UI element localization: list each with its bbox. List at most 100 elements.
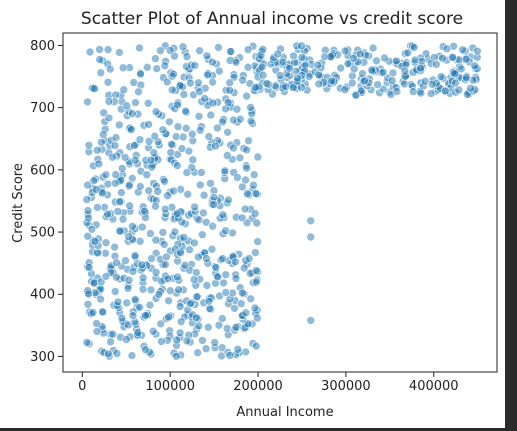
scatter-point: [127, 351, 137, 360]
x-axis-label: Annual Income: [236, 405, 333, 420]
scatter-point: [225, 351, 235, 360]
scatter-point: [410, 55, 420, 65]
scatter-point: [440, 86, 450, 96]
scatter-point: [117, 188, 126, 197]
scatter-point: [426, 89, 436, 98]
scatter-point: [162, 252, 171, 262]
scatter-point: [90, 237, 100, 246]
scatter-point: [241, 308, 251, 318]
scatter-point: [190, 202, 199, 212]
scatter-point: [84, 289, 93, 299]
scatter-point: [288, 83, 298, 92]
scatter-point: [198, 336, 207, 345]
scatter-point: [172, 209, 182, 218]
scatter-point: [206, 179, 215, 188]
scatter-point: [89, 278, 99, 288]
scatter-point: [108, 152, 117, 162]
scatter-point: [169, 186, 178, 196]
scatter-point: [87, 225, 97, 234]
scatter-point: [151, 54, 160, 63]
scatter-point: [336, 63, 346, 73]
scatter-point: [408, 87, 418, 96]
scatter-point: [306, 316, 316, 325]
scatter-point: [204, 132, 214, 141]
scatter-point: [103, 209, 112, 219]
scatter-point: [378, 68, 388, 77]
scatter-point: [92, 327, 102, 336]
scatter-point: [249, 180, 258, 190]
scatter-point: [84, 263, 94, 272]
scatter-point: [231, 257, 240, 267]
scatter-point: [237, 213, 247, 223]
scatter-point: [142, 170, 152, 179]
y-tick-label: 300: [30, 350, 55, 365]
scatter-point: [238, 182, 247, 192]
y-axis-label: Credit Score: [11, 163, 26, 243]
scatter-point: [358, 69, 367, 78]
scatter-point: [93, 203, 102, 212]
scatter-point: [242, 145, 251, 155]
scatter-point: [194, 78, 203, 88]
scatter-point: [241, 175, 250, 185]
scatter-point: [378, 84, 388, 94]
scatter-point: [95, 55, 104, 64]
scatter-point: [246, 116, 256, 126]
scatter-point: [156, 46, 165, 55]
y-tick-label: 800: [30, 39, 55, 54]
scatter-point: [173, 272, 182, 282]
scatter-point: [258, 45, 268, 54]
scatter-point: [133, 328, 143, 337]
scatter-point: [106, 337, 115, 347]
scatter-point: [152, 64, 162, 73]
scatter-point: [273, 49, 283, 59]
scatter-point: [178, 132, 188, 142]
scatter-point: [349, 64, 359, 74]
scatter-point: [130, 295, 140, 304]
scatter-point: [82, 195, 92, 204]
scatter-point: [179, 90, 189, 99]
scatter-point: [372, 56, 381, 66]
scatter-point: [297, 52, 307, 62]
scatter-point: [208, 221, 217, 231]
scatter-point: [194, 321, 204, 331]
scatter-point: [368, 43, 378, 53]
scatter-point: [138, 284, 148, 294]
scatter-point: [172, 351, 181, 361]
scatter-point: [124, 232, 133, 241]
scatter-point: [96, 68, 106, 78]
scatter-point: [143, 99, 153, 108]
scatter-point: [262, 79, 272, 88]
scatter-point: [231, 323, 241, 332]
scatter-point: [165, 286, 175, 296]
scatter-point: [203, 70, 212, 80]
scatter-point: [103, 179, 113, 189]
scatter-point: [416, 63, 425, 73]
scatter-point: [154, 289, 164, 299]
scatter-point: [113, 207, 122, 216]
scatter-point: [176, 248, 185, 258]
scatter-point: [194, 252, 203, 262]
scatter-point: [251, 266, 261, 275]
scatter-point: [450, 69, 460, 79]
scatter-point: [105, 64, 115, 74]
scatter-point: [209, 193, 219, 202]
scatter-point: [130, 141, 139, 150]
scatter-point: [194, 215, 204, 225]
scatter-point: [160, 61, 170, 70]
scatter-point: [197, 168, 206, 177]
scatter-point: [206, 110, 216, 120]
scatter-point: [231, 57, 241, 67]
scatter-point: [135, 43, 144, 53]
scatter-point: [130, 251, 140, 260]
scatter-point: [135, 135, 145, 144]
window-edge-bottom: [0, 428, 517, 431]
scatter-point: [136, 69, 145, 79]
scatter-point: [95, 45, 104, 54]
scatter-point: [157, 337, 166, 346]
scatter-point: [94, 159, 104, 169]
scatter-point: [111, 133, 121, 142]
scatter-point: [150, 131, 160, 141]
scatter-point: [355, 49, 365, 59]
scatter-point: [173, 100, 182, 110]
scatter-point: [194, 112, 204, 121]
